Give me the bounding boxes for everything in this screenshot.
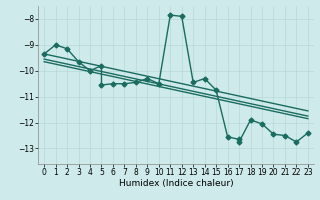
X-axis label: Humidex (Indice chaleur): Humidex (Indice chaleur) [119, 179, 233, 188]
